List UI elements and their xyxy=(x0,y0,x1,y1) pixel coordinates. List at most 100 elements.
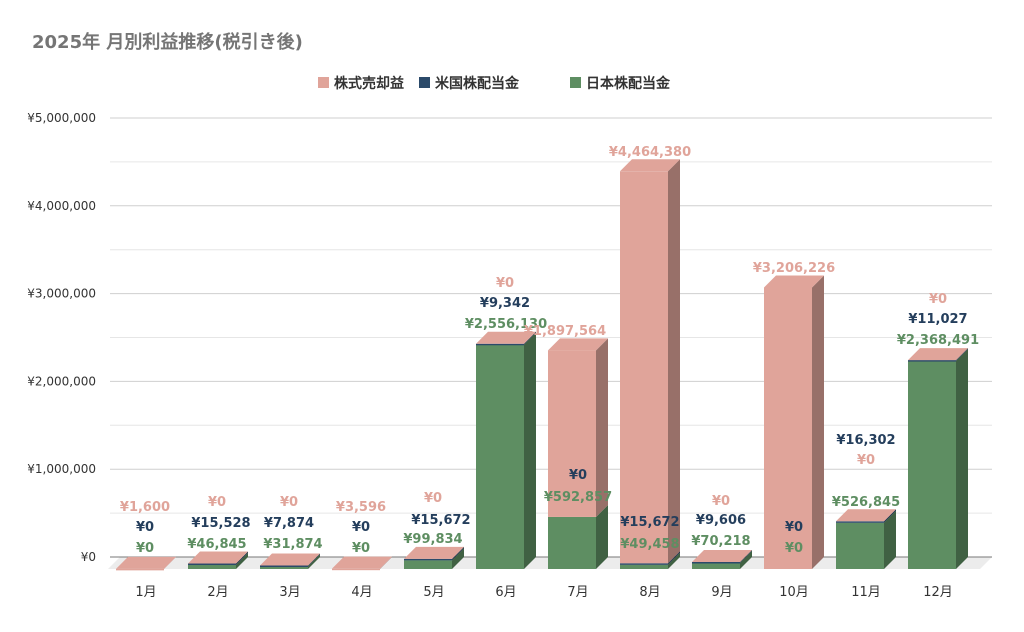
data-label: ¥3,206,226 xyxy=(753,261,835,276)
data-label: ¥49,458 xyxy=(620,537,679,552)
chart-title: 2025年 月別利益推移(税引き後) xyxy=(32,32,303,53)
bar-segment xyxy=(836,522,884,569)
x-tick-label: 11月 xyxy=(851,585,881,600)
bar-side xyxy=(380,556,392,569)
bar-side xyxy=(308,553,320,567)
bar-top-cap xyxy=(836,509,896,522)
bar-segment xyxy=(476,344,524,569)
x-tick-label: 1月 xyxy=(135,585,156,600)
data-label: ¥16,302 xyxy=(836,433,895,448)
data-label: ¥15,672 xyxy=(620,515,679,530)
bar-top-cap xyxy=(476,331,536,344)
data-label: ¥15,672 xyxy=(411,513,470,528)
x-tick-label: 4月 xyxy=(351,585,372,600)
bar-segment xyxy=(404,560,452,569)
bar-side xyxy=(596,504,608,569)
bar-segment xyxy=(692,562,740,569)
data-label: ¥70,218 xyxy=(691,534,750,549)
data-label: ¥0 xyxy=(785,541,803,556)
y-tick-label: ¥0 xyxy=(81,550,96,564)
bar-top-cap xyxy=(692,549,752,562)
data-label: ¥0 xyxy=(929,292,947,307)
x-tick-label: 5月 xyxy=(423,585,444,600)
legend-label: 米国株配当金 xyxy=(435,75,520,92)
bar-side xyxy=(524,331,536,345)
bar-segment xyxy=(908,360,956,362)
bar-side xyxy=(740,549,752,563)
bar-side xyxy=(956,348,968,362)
data-label: ¥0 xyxy=(496,276,514,291)
data-label: ¥0 xyxy=(208,495,226,510)
y-tick-label: ¥2,000,000 xyxy=(27,374,96,388)
data-label: ¥0 xyxy=(569,468,587,483)
data-label: ¥0 xyxy=(352,520,370,535)
bar-segment xyxy=(116,568,164,571)
legend-swatch xyxy=(318,77,329,88)
data-label: ¥0 xyxy=(136,520,154,535)
bar-segment xyxy=(692,561,740,564)
bar-side xyxy=(524,332,536,569)
bar-segment xyxy=(188,563,236,566)
bar-top-cap xyxy=(116,556,176,569)
x-tick-label: 3月 xyxy=(279,585,300,600)
bar-segment xyxy=(332,568,380,571)
legend-swatch xyxy=(570,77,581,88)
data-label: ¥526,845 xyxy=(832,495,900,510)
bar-side xyxy=(236,551,248,565)
bar-segment xyxy=(764,287,812,569)
x-tick-label: 10月 xyxy=(779,585,809,600)
bar-side xyxy=(884,509,896,523)
bar-side xyxy=(452,546,464,561)
bar-side xyxy=(164,556,176,569)
data-label: ¥0 xyxy=(857,453,875,468)
legend-label: 株式売却益 xyxy=(334,75,404,92)
x-tick-label: 12月 xyxy=(923,585,953,600)
y-tick-label: ¥4,000,000 xyxy=(27,199,96,213)
data-label: ¥99,834 xyxy=(403,532,462,547)
data-label: ¥9,606 xyxy=(696,513,746,528)
bar-segment xyxy=(620,564,668,569)
bar-segment xyxy=(548,516,596,569)
bar-segment xyxy=(908,361,956,569)
bar-side xyxy=(236,552,248,569)
x-tick-label: 2月 xyxy=(207,585,228,600)
bar-segment xyxy=(260,566,308,569)
data-label: ¥0 xyxy=(352,541,370,556)
bar-segment xyxy=(188,564,236,569)
legend-label: 日本株配当金 xyxy=(586,75,671,92)
data-label: ¥0 xyxy=(785,520,803,535)
bar-side xyxy=(596,338,608,517)
bar-side xyxy=(956,349,968,569)
data-label: ¥4,464,380 xyxy=(609,145,691,160)
x-tick-label: 6月 xyxy=(495,585,516,600)
bar-side xyxy=(668,159,680,564)
data-label: ¥3,596 xyxy=(336,500,386,515)
bar-top-cap xyxy=(188,551,248,564)
data-label: ¥7,874 xyxy=(264,516,314,531)
bar-side xyxy=(452,548,464,569)
data-label: ¥592,857 xyxy=(544,490,612,505)
bar-top-cap xyxy=(260,553,320,566)
data-label: ¥0 xyxy=(712,494,730,509)
bar-segment xyxy=(620,171,668,564)
bar-top-cap xyxy=(332,556,392,569)
bar-side xyxy=(308,554,320,569)
bar-top-cap xyxy=(764,275,824,288)
bar-side xyxy=(740,550,752,569)
x-tick-label: 7月 xyxy=(567,585,588,600)
data-label: ¥31,874 xyxy=(263,537,322,552)
data-label: ¥0 xyxy=(280,495,298,510)
bar-segment xyxy=(548,350,596,517)
data-label: ¥0 xyxy=(136,541,154,556)
bar-top-cap xyxy=(548,338,608,351)
legend-swatch xyxy=(419,77,430,88)
data-label: ¥9,342 xyxy=(480,296,530,311)
bar-side xyxy=(884,510,896,569)
bar-segment xyxy=(836,521,884,523)
data-label: ¥1,600 xyxy=(120,500,170,515)
data-label: ¥1,897,564 xyxy=(524,324,606,339)
data-label: ¥2,556,130 xyxy=(465,317,547,332)
bar-side xyxy=(812,275,824,569)
x-tick-label: 9月 xyxy=(711,585,732,600)
bar-top-cap xyxy=(620,159,680,172)
